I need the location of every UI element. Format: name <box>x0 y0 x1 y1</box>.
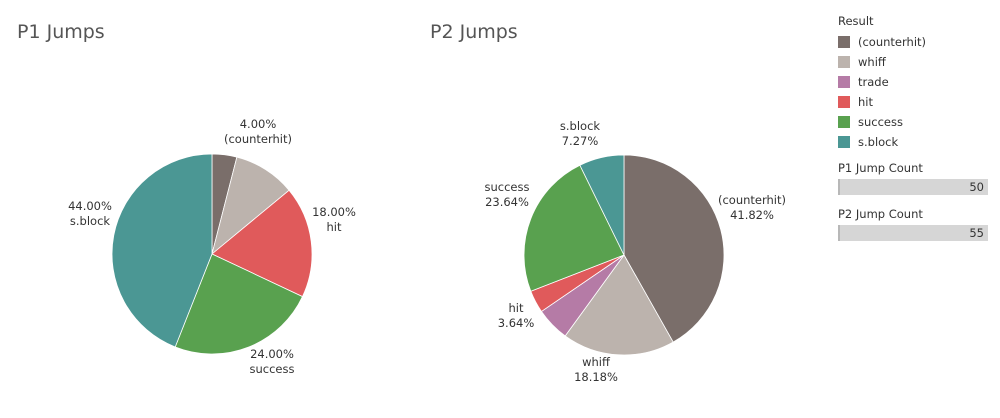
legend-swatch <box>838 96 850 108</box>
legend-item-hit[interactable]: hit <box>838 92 998 112</box>
pie-1-label-counterhit: 4.00% (counterhit) <box>224 117 292 146</box>
pie-1-slice-s-block[interactable] <box>111 153 213 348</box>
label-line-1: 24.00% <box>250 347 294 361</box>
p1-jump-count-filter: P1 Jump Count 50 <box>838 161 990 195</box>
pie-2-slice-counterhit[interactable] <box>623 154 725 343</box>
label-line-1: hit <box>509 301 524 315</box>
legend-label: success <box>858 115 903 129</box>
pie-1-label-success: 24.00% success <box>250 347 295 376</box>
legend-item-counterhit[interactable]: (counterhit) <box>838 32 998 52</box>
legend-item-whiff[interactable]: whiff <box>838 52 998 72</box>
p1-chart-title: P1 Jumps <box>17 21 105 43</box>
legend-label: whiff <box>858 55 886 69</box>
label-line-2: s.block <box>70 214 111 228</box>
pie-1-slice-hit[interactable] <box>211 189 313 298</box>
pie-2-label-success: success 23.64% <box>485 180 530 209</box>
label-line-1: 4.00% <box>240 117 277 131</box>
legend: Result (counterhit) whiff trade hit success s… <box>838 14 998 152</box>
legend-title: Result <box>838 14 874 28</box>
label-line-2: (counterhit) <box>224 132 292 146</box>
p2-jump-count-filter: P2 Jump Count 55 <box>838 207 990 241</box>
pie-2-label-whiff: whiff 18.18% <box>574 355 618 384</box>
legend-label: s.block <box>858 135 899 149</box>
pie-2-slice-s-block[interactable] <box>579 154 625 256</box>
legend-item-trade[interactable]: trade <box>838 72 998 92</box>
p2-jump-count-slider[interactable]: 55 <box>838 225 988 241</box>
label-line-1: 18.00% <box>312 205 356 219</box>
legend-label: (counterhit) <box>858 35 927 49</box>
pie-1: 4.00% (counterhit) 18.00% hit 24.00% success 4… <box>68 117 356 376</box>
label-line-1: (counterhit) <box>718 193 786 207</box>
pie-2-label-counterhit: (counterhit) 41.82% <box>718 193 786 222</box>
label-line-2: success <box>250 362 295 376</box>
label-line-1: s.block <box>560 119 601 133</box>
pie-2: (counterhit) 41.82% whiff 18.18% hit 3.64% suc… <box>485 119 787 384</box>
p2-chart-title: P2 Jumps <box>430 21 518 43</box>
label-line-2: 41.82% <box>730 208 774 222</box>
legend-item-s-block[interactable]: s.block <box>838 132 998 152</box>
legend-swatch <box>838 56 850 68</box>
label-line-2: 3.64% <box>498 316 535 330</box>
p1-jump-count-value: 50 <box>969 180 984 194</box>
pie-2-label-hit: hit 3.64% <box>498 301 535 330</box>
label-line-2: hit <box>327 220 342 234</box>
label-line-1: 44.00% <box>68 199 112 213</box>
p1-jump-count-slider[interactable]: 50 <box>838 179 988 195</box>
legend-swatch <box>838 76 850 88</box>
pie-2-slice-whiff[interactable] <box>564 254 674 356</box>
legend-swatch <box>838 36 850 48</box>
label-line-2: 18.18% <box>574 370 618 384</box>
label-line-1: success <box>485 180 530 194</box>
legend-item-success[interactable]: success <box>838 112 998 132</box>
p2-jump-count-value: 55 <box>969 226 984 240</box>
pie-2-label-s-block: s.block 7.27% <box>560 119 601 148</box>
legend-swatch <box>838 136 850 148</box>
legend-label: hit <box>858 95 873 109</box>
pie-1-label-s-block: 44.00% s.block <box>68 199 112 228</box>
legend-label: trade <box>858 75 889 89</box>
pie-1-label-hit: 18.00% hit <box>312 205 356 234</box>
label-line-2: 23.64% <box>485 195 529 209</box>
p2-jump-count-title: P2 Jump Count <box>838 207 923 221</box>
pie-2-slice-success[interactable] <box>523 164 625 292</box>
label-line-1: whiff <box>582 355 611 369</box>
legend-swatch <box>838 116 850 128</box>
label-line-2: 7.27% <box>562 134 599 148</box>
pie-1-slice-success[interactable] <box>174 253 304 355</box>
p1-jump-count-title: P1 Jump Count <box>838 161 923 175</box>
